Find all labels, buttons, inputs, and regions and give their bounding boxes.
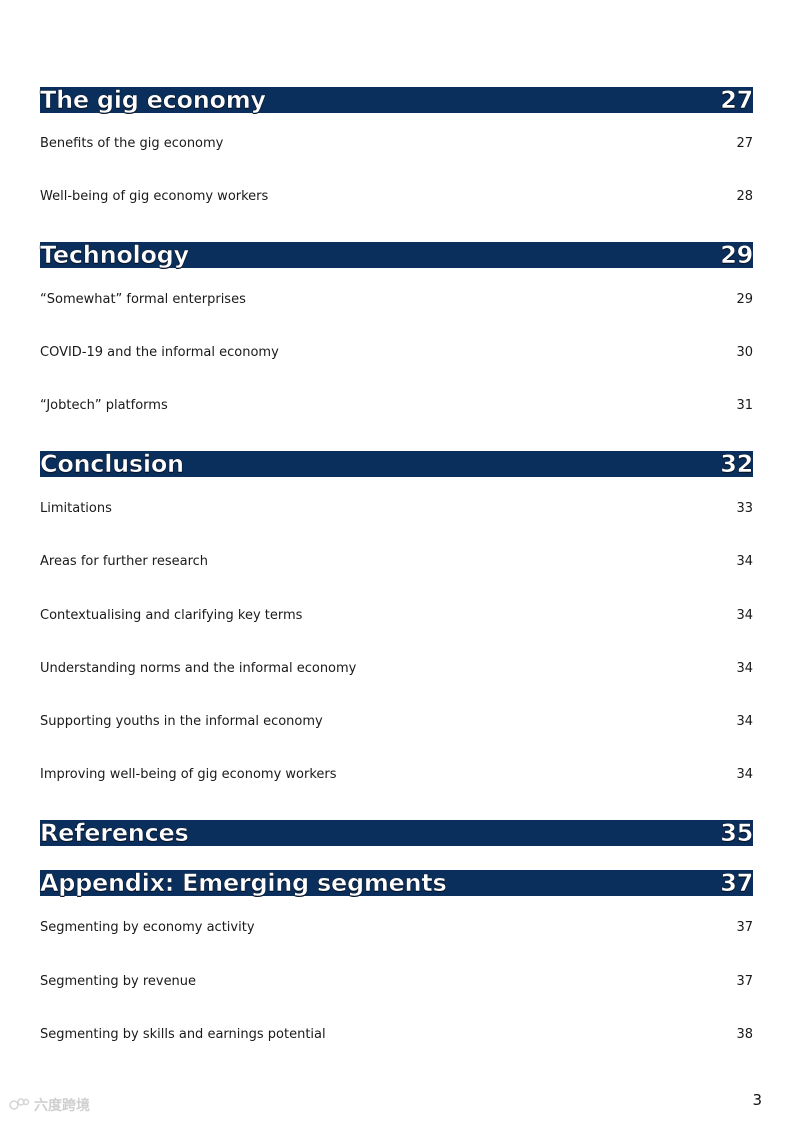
toc-entry-label: Understanding norms and the informal eco… <box>40 661 357 676</box>
toc-entry-page: 33 <box>736 501 753 516</box>
toc-entry[interactable]: Areas for further research 34 <box>40 553 753 571</box>
toc-entry-label: COVID-19 and the informal economy <box>40 345 279 360</box>
toc-entry[interactable]: Limitations 33 <box>40 500 753 518</box>
section-page-number: 29 <box>720 241 754 269</box>
section-page-number: 35 <box>720 819 754 847</box>
toc-entry-label: Areas for further research <box>40 554 209 569</box>
toc-entry-page: 34 <box>736 554 753 569</box>
toc-entry[interactable]: Benefits of the gig economy 27 <box>40 135 753 153</box>
section-page-number: 32 <box>720 450 754 478</box>
toc-entry-label: “Jobtech” platforms <box>40 398 168 413</box>
toc-entry-label: Segmenting by revenue <box>40 974 197 989</box>
toc-entry-page: 28 <box>736 189 753 204</box>
section-page-number: 27 <box>720 86 754 114</box>
toc-entry[interactable]: Improving well-being of gig economy work… <box>40 766 753 784</box>
page-number: 3 <box>752 1091 762 1109</box>
toc-entry-page: 34 <box>736 714 753 729</box>
section-heading-conclusion[interactable]: Conclusion 32 <box>40 450 754 478</box>
toc-entry-page: 37 <box>736 920 753 935</box>
toc-entry-label: “Somewhat” formal enterprises <box>40 292 246 307</box>
toc-entry[interactable]: Contextualising and clarifying key terms… <box>40 607 753 625</box>
toc-entry-label: Segmenting by economy activity <box>40 920 255 935</box>
watermark: 六度跨境 <box>8 1094 90 1116</box>
toc-entry-label: Benefits of the gig economy <box>40 136 224 151</box>
section-title: The gig economy <box>40 86 267 114</box>
toc-entry[interactable]: Supporting youths in the informal econom… <box>40 713 753 731</box>
watermark-text: 六度跨境 <box>34 1098 90 1114</box>
toc-entry[interactable]: COVID-19 and the informal economy 30 <box>40 344 753 362</box>
toc-entry-page: 34 <box>736 661 753 676</box>
toc-entry[interactable]: Segmenting by skills and earnings potent… <box>40 1026 753 1044</box>
toc-entry[interactable]: “Jobtech” platforms 31 <box>40 397 753 415</box>
section-title: Conclusion <box>40 450 185 478</box>
toc-entry[interactable]: Segmenting by economy activity 37 <box>40 919 753 937</box>
section-heading-references[interactable]: References 35 <box>40 819 754 847</box>
section-title: References <box>40 819 189 847</box>
section-title: Technology <box>40 241 190 269</box>
toc-entry-label: Contextualising and clarifying key terms <box>40 608 303 623</box>
toc-entry-page: 29 <box>736 292 753 307</box>
toc-entry-page: 31 <box>736 398 753 413</box>
toc-entry-page: 30 <box>736 345 753 360</box>
toc-entry-label: Improving well-being of gig economy work… <box>40 767 337 782</box>
section-heading-technology[interactable]: Technology 29 <box>40 241 754 269</box>
toc-entry-label: Segmenting by skills and earnings potent… <box>40 1027 326 1042</box>
toc-entry[interactable]: Well-being of gig economy workers 28 <box>40 188 753 206</box>
section-heading-appendix[interactable]: Appendix: Emerging segments 37 <box>40 869 754 897</box>
section-page-number: 37 <box>720 869 754 897</box>
toc-entry-label: Limitations <box>40 501 112 516</box>
toc-entry[interactable]: “Somewhat” formal enterprises 29 <box>40 291 753 309</box>
section-title: Appendix: Emerging segments <box>40 869 447 897</box>
section-heading-gig-economy[interactable]: The gig economy 27 <box>40 86 754 114</box>
toc-entry-page: 37 <box>736 974 753 989</box>
toc-entry-page: 27 <box>736 136 753 151</box>
toc-entry[interactable]: Segmenting by revenue 37 <box>40 973 753 991</box>
toc-entry-label: Supporting youths in the informal econom… <box>40 714 323 729</box>
watermark-logo-icon <box>9 1098 30 1110</box>
toc-entry-page: 34 <box>736 608 753 623</box>
toc-entry-page: 34 <box>736 767 753 782</box>
toc-entry[interactable]: Understanding norms and the informal eco… <box>40 660 753 678</box>
toc-entry-label: Well-being of gig economy workers <box>40 189 269 204</box>
toc-entry-page: 38 <box>736 1027 753 1042</box>
